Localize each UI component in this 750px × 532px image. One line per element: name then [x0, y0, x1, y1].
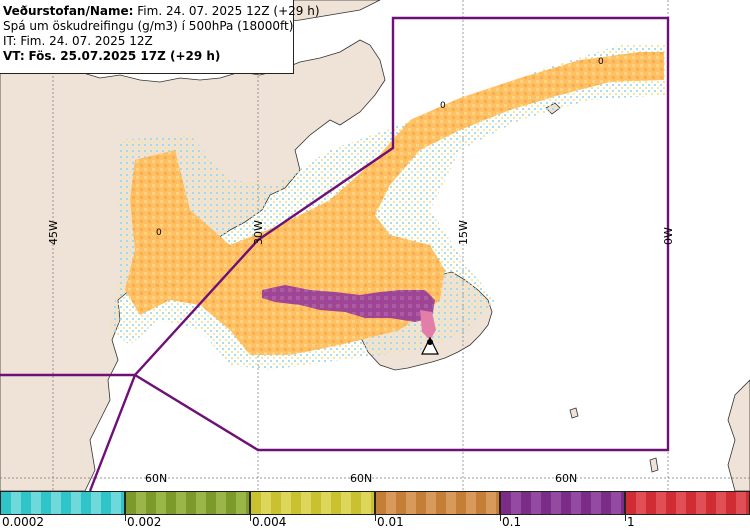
legend-swatch-6 — [625, 491, 750, 515]
legend-swatch-4 — [375, 491, 500, 515]
small-island-3 — [649, 457, 659, 473]
lon-label-0w: 0W — [662, 227, 675, 245]
fir-boundary — [0, 16, 670, 491]
legend-swatch-5 — [500, 491, 625, 515]
contour-label-2: 0 — [440, 101, 446, 111]
legend-label-3: 0.004 — [252, 515, 287, 529]
info-line-initial-time: IT: Fim. 24. 07. 2025 12Z — [3, 34, 153, 48]
legend-tick — [125, 515, 126, 521]
legend-swatch-2 — [125, 491, 250, 515]
info-line-description: Spá um öskudreifingu (g/m3) í 500hPa (18… — [3, 19, 294, 33]
legend-swatch-1 — [0, 491, 125, 515]
contour-label-1: 0 — [156, 228, 162, 238]
legend-label-1: 0.0002 — [2, 515, 44, 529]
ash-concentration-legend: 0.0002 0.002 0.004 0.01 0.1 1 — [0, 491, 750, 532]
contour-labels: 0 0 0 — [156, 57, 604, 238]
longitude-labels: 45W 30W 15W 0W — [47, 220, 675, 245]
contour-label-3: 0 — [598, 57, 604, 67]
lon-label-30w: 30W — [252, 220, 265, 245]
volcano-warning-icon — [421, 336, 439, 355]
legend-swatch-3 — [250, 491, 375, 515]
norway-land — [727, 379, 750, 491]
lat-label-1: 60N — [145, 472, 167, 485]
info-name-value: Fim. 24. 07. 2025 12Z (+29 h) — [137, 4, 320, 18]
info-valid-label: VT: — [3, 49, 25, 63]
ash-dispersion-map: 45W 30W 15W 0W 60N 60N 60N 0 0 0 — [0, 0, 750, 491]
lat-label-3: 60N — [555, 472, 577, 485]
info-line-name: Veðurstofan/Name: Fim. 24. 07. 2025 12Z … — [3, 4, 320, 19]
legend-label-5: 0.1 — [502, 515, 522, 529]
lat-label-2: 60N — [350, 472, 372, 485]
legend-tick — [375, 515, 376, 521]
legend-tick — [625, 515, 626, 521]
info-name-label: Veðurstofan/Name: — [3, 4, 134, 18]
ash-high-area — [420, 310, 436, 340]
ash-mid-area — [262, 285, 435, 322]
lon-label-15w: 15W — [457, 220, 470, 245]
info-line-valid-time: VT: Fös. 25.07.2025 17Z (+29 h) — [3, 49, 290, 64]
lon-label-45w: 45W — [47, 220, 60, 245]
legend-tick — [250, 515, 251, 521]
legend-label-6: 1 — [627, 515, 635, 529]
forecast-info-box: Veðurstofan/Name: Fim. 24. 07. 2025 12Z … — [0, 0, 320, 74]
legend-label-2: 0.002 — [127, 515, 162, 529]
small-island-2 — [569, 407, 579, 419]
ash-low-area — [125, 52, 664, 355]
info-valid-value: Fös. 25.07.2025 17Z (+29 h) — [28, 49, 221, 63]
legend-label-4: 0.01 — [377, 515, 404, 529]
latitude-labels: 60N 60N 60N — [145, 472, 577, 485]
legend-tick — [500, 515, 501, 521]
